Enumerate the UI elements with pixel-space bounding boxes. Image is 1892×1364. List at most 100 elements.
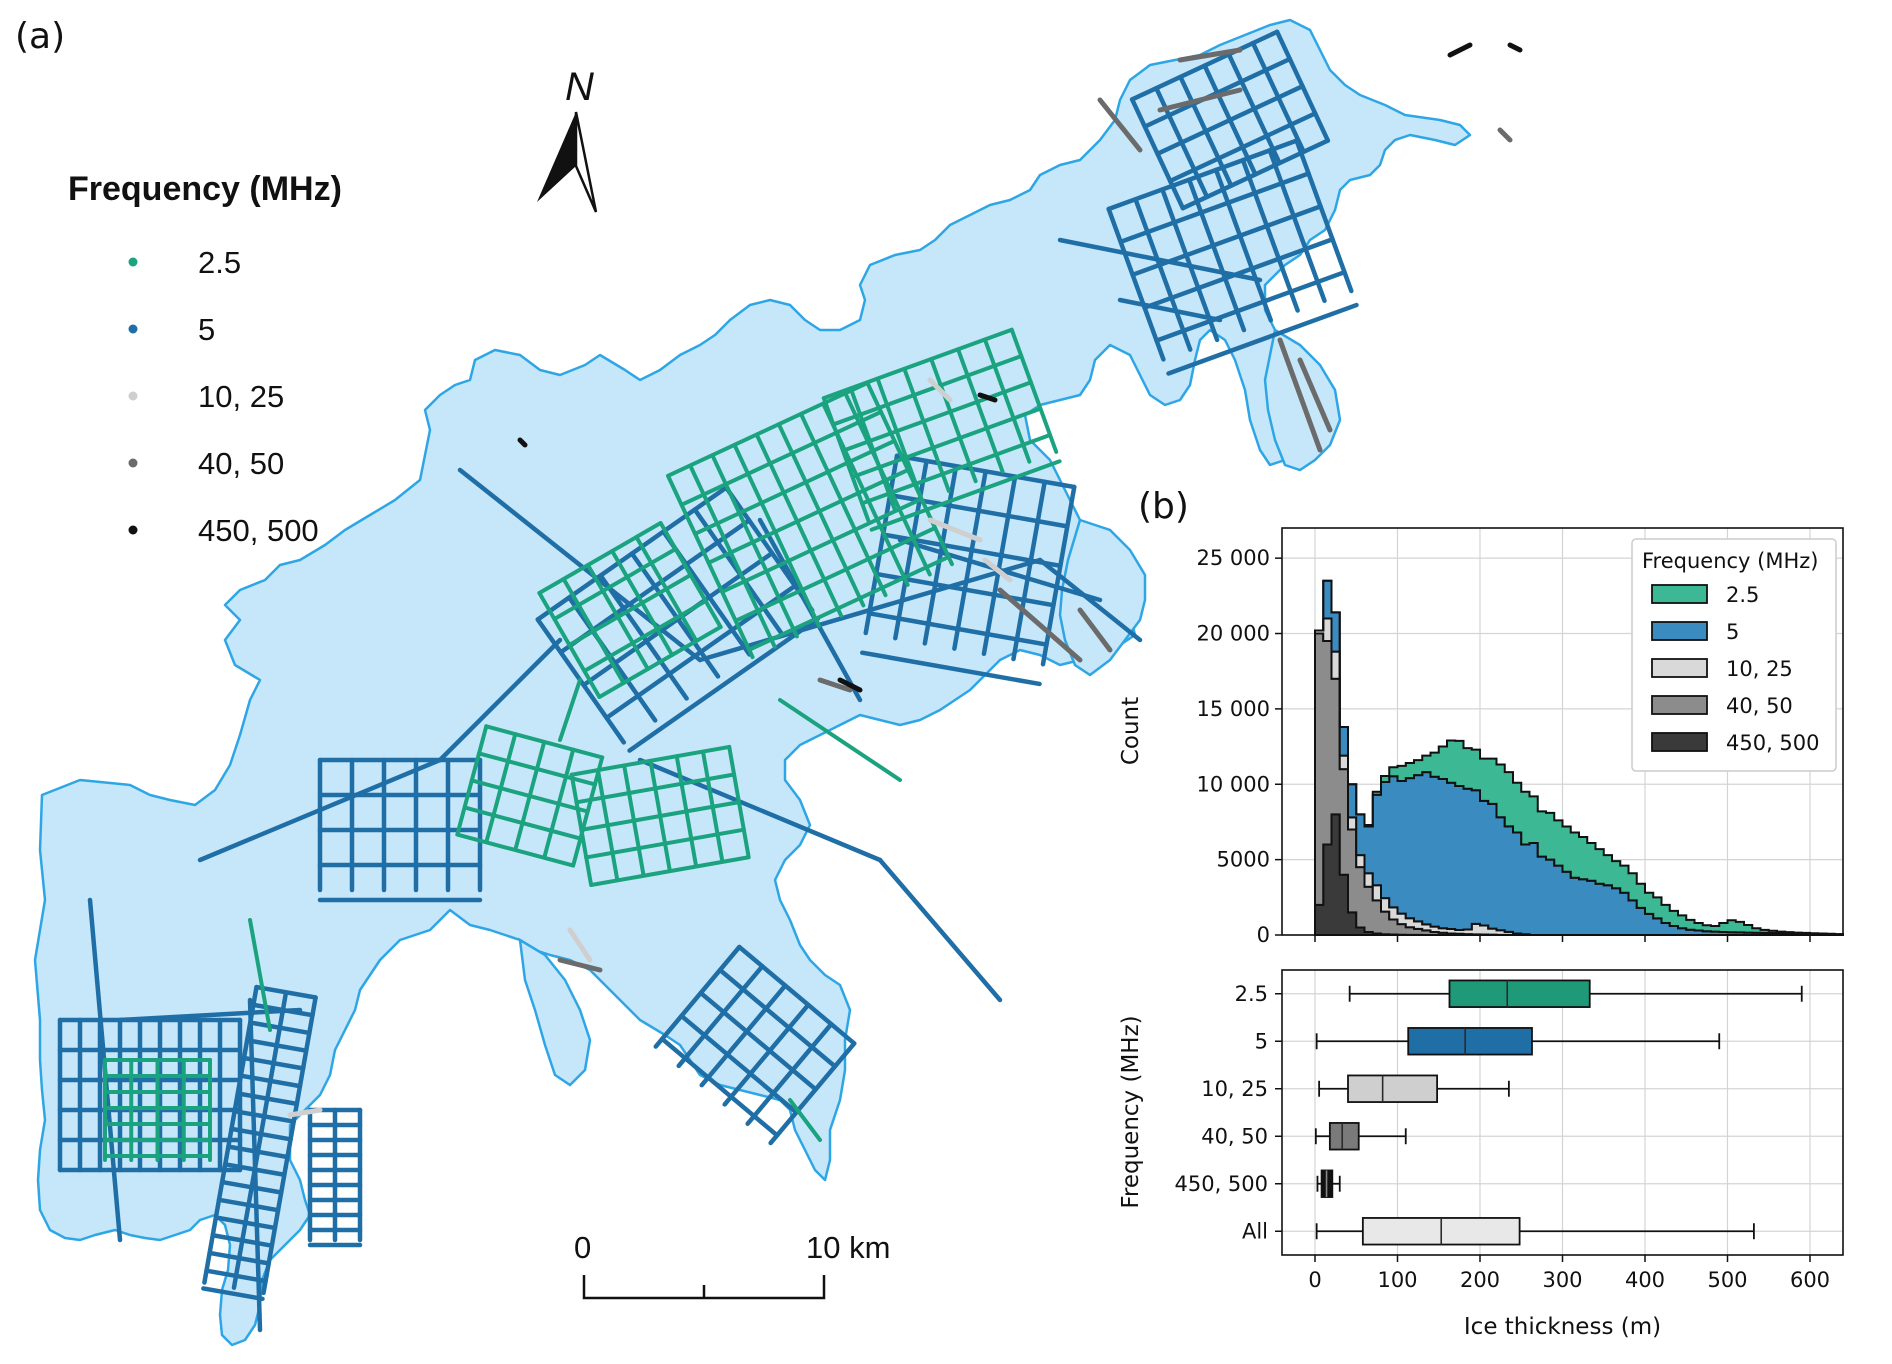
box-5 (1315, 1217, 1755, 1246)
survey-line (831, 354, 1024, 427)
survey-line (1097, 97, 1143, 153)
x-tick-label: 300 (1542, 1268, 1582, 1292)
survey-line (697, 557, 1043, 663)
map-legend: Frequency (MHz) 2.5 5 10, 25 40, 50 450, 500 (68, 170, 342, 548)
survey-line (1037, 557, 1143, 643)
survey-line (1166, 302, 1359, 376)
survey-line (720, 496, 924, 594)
survey-line (1129, 29, 1280, 102)
survey-line (1167, 111, 1318, 184)
survey-line (722, 1002, 811, 1107)
survey-line (982, 337, 1032, 464)
survey-line (817, 677, 853, 693)
histogram-x-ticks (1314, 935, 1811, 942)
survey-line (1497, 127, 1513, 143)
legend-swatch-4 (1651, 584, 1708, 604)
boxplot-boxes (1314, 979, 1803, 1246)
legend-swatch-3 (1651, 621, 1708, 641)
scale-bar-end-label: 10 km (806, 1230, 890, 1265)
survey-line (1297, 357, 1333, 433)
survey-line (860, 650, 1042, 687)
legend-label-2: 10, 25 (198, 379, 284, 414)
survey-line (927, 517, 983, 543)
scale-bar-line (582, 1275, 826, 1300)
north-arrow-icon-outline (574, 111, 598, 213)
legend-label-series-4: 2.5 (1726, 583, 1759, 607)
legend-label-series-1: 40, 50 (1726, 694, 1793, 718)
survey-line (1133, 197, 1193, 352)
survey-line (477, 751, 597, 787)
y-tick-label: 5000 (1217, 848, 1270, 872)
boxplot-x-axis-label: Ice thickness (m) (1464, 1314, 1661, 1340)
survey-line (666, 380, 870, 478)
survey-line (213, 1215, 278, 1231)
y-tick-label: All (1242, 1219, 1268, 1243)
survey-line (869, 459, 1062, 532)
scale-bar: 0 10 km (574, 1230, 890, 1300)
x-tick-label: 100 (1377, 1268, 1417, 1292)
survey-line (747, 554, 951, 652)
survey-line (768, 1041, 857, 1146)
x-tick-label: 0 (1308, 1268, 1321, 1292)
legend-marker-3 (128, 458, 138, 468)
survey-line (1507, 42, 1523, 53)
survey-line (204, 1268, 268, 1284)
ice-lobe-south (518, 937, 592, 1087)
survey-line (566, 595, 658, 723)
ice-lobe-east (1058, 518, 1147, 677)
survey-line (589, 855, 751, 888)
survey-line (1240, 157, 1300, 313)
boxplot-y-ticks: 2.5 5 10, 25 40, 50 450, 500 All (1174, 982, 1282, 1243)
survey-line (745, 1021, 834, 1126)
box-1 (1315, 1027, 1721, 1056)
survey-line (863, 453, 900, 636)
survey-line (837, 677, 863, 693)
survey-line (557, 957, 603, 973)
legend-label-4: 450, 500 (198, 513, 319, 548)
survey-line (1177, 47, 1243, 63)
survey-line (287, 1107, 323, 1118)
survey-line (929, 357, 978, 484)
survey-line (927, 377, 953, 403)
survey-line (877, 857, 1003, 1003)
survey-line (567, 573, 693, 647)
survey-line (582, 598, 708, 673)
survey-line (1186, 177, 1247, 333)
survey-line (902, 366, 951, 493)
survey-line (248, 918, 272, 1032)
north-arrow: N (537, 65, 598, 213)
box-0 (1348, 979, 1803, 1008)
y-tick-label: 2.5 (1235, 982, 1268, 1006)
survey-line (840, 380, 1033, 453)
survey-line (706, 467, 911, 565)
survey-line (579, 800, 741, 832)
panel-label-b: (b) (1138, 486, 1189, 527)
survey-line (1294, 138, 1354, 294)
y-tick-label: 20 000 (1197, 622, 1270, 646)
survey-line (679, 409, 883, 507)
boxplot-grid (1282, 970, 1843, 1255)
survey-line (821, 327, 1014, 401)
survey-line (733, 525, 938, 623)
survey-line (693, 438, 897, 536)
survey-line (1118, 171, 1311, 245)
survey-line (597, 624, 723, 699)
survey-line (981, 474, 1018, 657)
survey-line (244, 1037, 309, 1053)
legend-label-1: 5 (198, 312, 215, 347)
survey-line (788, 1098, 822, 1142)
survey-line (584, 827, 746, 860)
survey-lines-10-25mhz (287, 377, 1013, 1118)
x-tick-label: 500 (1707, 1268, 1747, 1292)
survey-lines-40-50mhz (557, 47, 1513, 973)
histogram-legend-items: 2.5 5 10, 25 40, 50 450, 500 (1651, 583, 1820, 755)
survey-line (860, 432, 1053, 506)
survey-line (567, 927, 593, 963)
map-panel: (a) Frequency (MHz) 2.5 5 10, 25 40, 50 450,… (15, 16, 1523, 1347)
y-tick-label: 25 000 (1197, 546, 1270, 570)
survey-line (201, 1286, 265, 1302)
survey-line (1117, 297, 1223, 323)
y-tick-label: 5 (1255, 1029, 1268, 1053)
survey-line (699, 983, 788, 1088)
